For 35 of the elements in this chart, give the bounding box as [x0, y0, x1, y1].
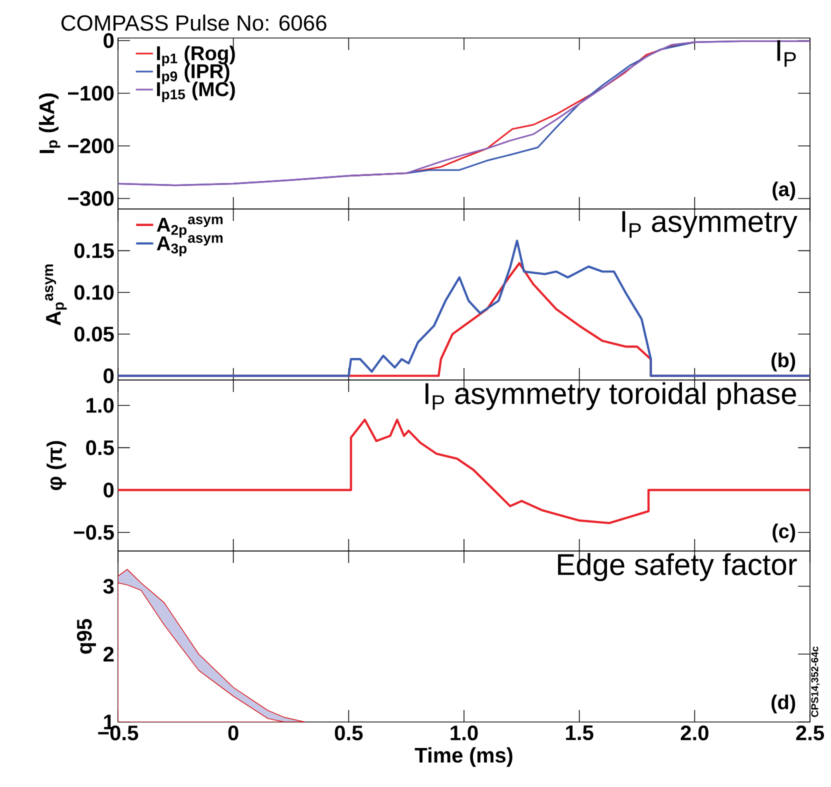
y-tick-label: 1.0	[86, 398, 114, 413]
annotation: (c)	[772, 524, 796, 542]
annotation: (b)	[772, 352, 796, 372]
x-tick-label: 1.5	[566, 726, 594, 740]
y-axis-title: I$_{p}$ (kA)	[38, 94, 60, 154]
x-axis-title: Time (ms)	[414, 747, 512, 767]
y-axis-title: φ (π)	[46, 441, 66, 490]
y-tick-label: −200	[68, 138, 114, 154]
y-tick-label: 0	[104, 33, 114, 48]
y-tick-label: 0.15	[74, 243, 114, 258]
y-axis-title: A$_{p}$asym	[45, 264, 67, 326]
annotation: (d)	[772, 694, 796, 714]
x-tick-label: 0	[228, 726, 238, 740]
y-tick-label: −300	[68, 191, 114, 206]
text: CPS14,352-64c	[811, 646, 820, 717]
y-tick-label: 0	[104, 482, 114, 498]
y-tick-label: 2	[104, 646, 114, 662]
x-tick-label: 0.5	[334, 726, 363, 740]
y-tick-label: 0.10	[74, 284, 114, 300]
chart-title: COMPASS Pulse No: 6066	[61, 14, 326, 31]
x-tick-label: 2.5	[796, 726, 824, 740]
y-tick-label: 3	[103, 578, 114, 594]
y-tick-label: 0.05	[74, 326, 114, 342]
annotation: I$_{P}$ asymmetry	[622, 211, 798, 238]
y-tick-label: −100	[68, 86, 114, 101]
annotation: I$_{P}$	[777, 40, 796, 67]
y-axis-title: q95	[76, 618, 96, 654]
y-tick-label: −0.5	[74, 524, 114, 540]
x-tick-label: 2.0	[680, 726, 708, 740]
annotation: Edge safety factor	[558, 553, 797, 582]
x-tick-label: 1.0	[450, 726, 478, 740]
annotation: I$_{P}$ asymmetry toroidal phase	[426, 382, 796, 410]
y-tick-label: 0	[104, 368, 114, 384]
y-tick-label: 0.5	[86, 440, 114, 456]
annotation: (a)	[772, 182, 796, 200]
